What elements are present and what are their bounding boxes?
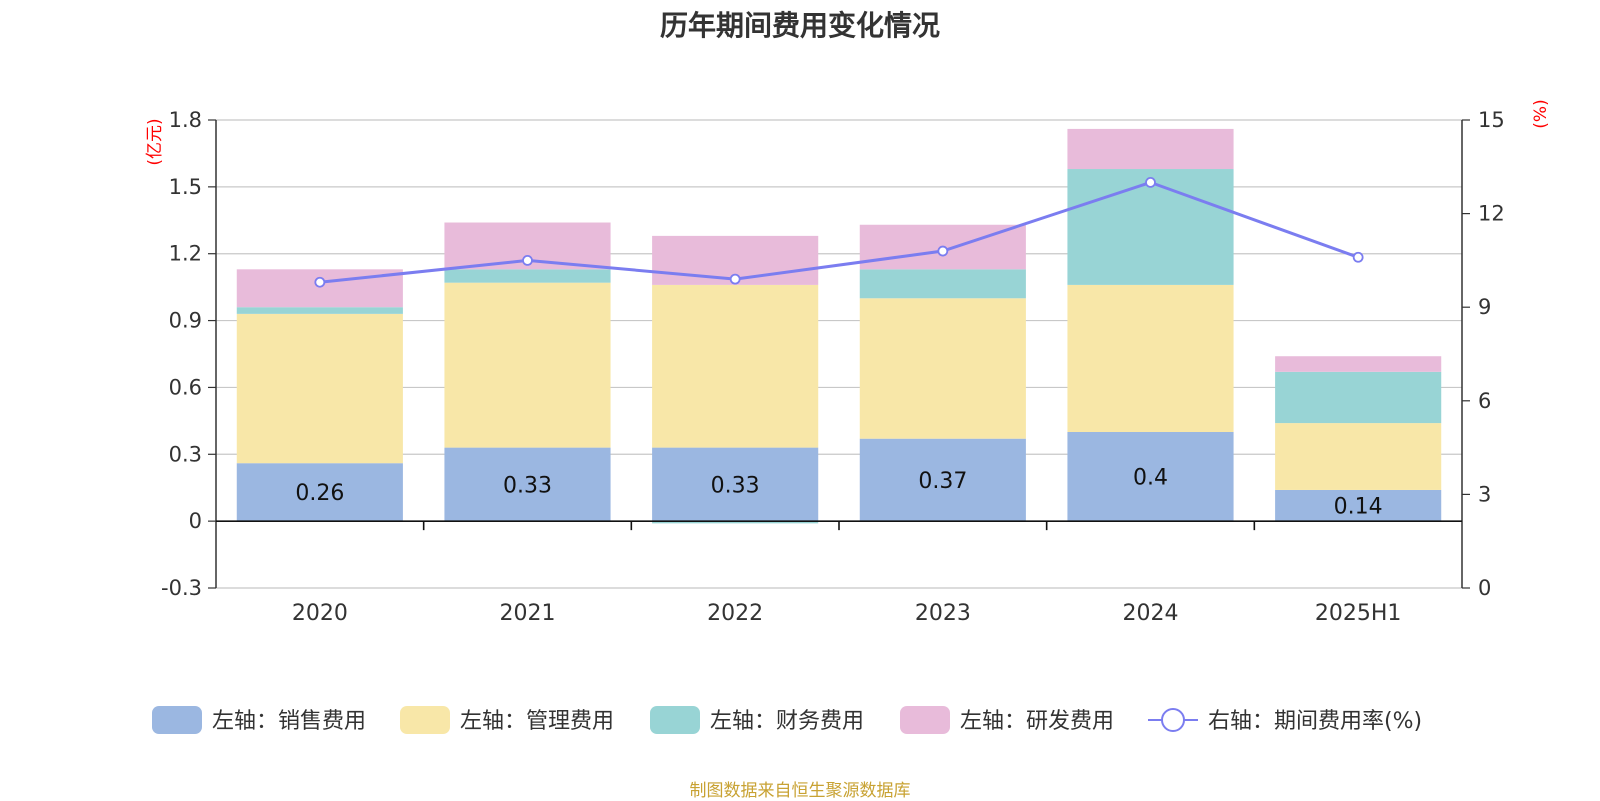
- expense-rate-point: [314, 276, 326, 288]
- legend-label: 左轴：管理费用: [460, 709, 614, 734]
- category-label: 2024: [1123, 601, 1179, 626]
- chart-title: 历年期间费用变化情况: [659, 9, 940, 42]
- bar-segment-series-0-2024: [1067, 432, 1234, 522]
- right-axis-unit: (%): [1531, 99, 1551, 128]
- bar-segment-series-2-2024: [1067, 169, 1234, 285]
- right-axis-tick-label: 9: [1478, 295, 1491, 319]
- legend-label: 左轴：财务费用: [710, 709, 864, 734]
- sales-expense-data-label: 0.33: [711, 473, 760, 498]
- bar-segment-series-1-2021: [444, 282, 611, 448]
- bar-segment-series-2-2022: [652, 521, 819, 524]
- bar-segment-series-0-2020: [236, 463, 403, 522]
- legend-swatch: [400, 706, 450, 734]
- bar-segment-series-2-2023: [859, 269, 1026, 299]
- sales-expense-data-label: 0.26: [295, 481, 344, 506]
- bar-segment-series-0-2022: [652, 447, 819, 522]
- legend-label: 左轴：研发费用: [960, 709, 1114, 734]
- bar-segment-series-1-2024: [1067, 284, 1234, 432]
- legend-line-marker: [1161, 708, 1185, 732]
- legend-swatch: [650, 706, 700, 734]
- data-source-note: 制图数据来自恒生聚源数据库: [689, 781, 911, 801]
- category-label: 2020: [292, 601, 348, 626]
- legend-label: 右轴：期间费用率(%): [1208, 709, 1422, 734]
- left-axis-tick-label: 0.6: [169, 375, 202, 399]
- expense-rate-point: [1145, 176, 1156, 188]
- bar-segment-series-0-2021: [444, 447, 611, 522]
- bar-segment-series-0-2025H1: [1275, 489, 1442, 522]
- left-axis-tick-label: -0.3: [161, 576, 202, 600]
- bar-segment-series-1-2023: [859, 298, 1026, 439]
- category-label: 2021: [500, 601, 556, 626]
- bar-segment-series-1-2025H1: [1275, 423, 1442, 490]
- left-axis-tick-label: 0: [189, 509, 202, 533]
- expense-rate-point: [937, 245, 949, 257]
- left-axis-tick-label: 1.2: [169, 242, 202, 266]
- right-axis-tick-label: 6: [1478, 389, 1491, 413]
- right-axis-tick-label: 12: [1478, 202, 1505, 226]
- bar-segment-series-2-2020: [236, 307, 403, 314]
- expense-rate-polyline: [319, 180, 1359, 284]
- data-labels: 0.26 0.33 0.33 0.37 0.4 0.14: [295, 466, 1382, 520]
- right-axis-tick-label: 15: [1478, 108, 1505, 132]
- axes: -0.3 0 0.3 0.6 0.9 1.2 1.5 1.8 0 3 6 9 12 15 (亿元) (%) 20…: [145, 99, 1551, 626]
- bar-segment-series-2-2021: [444, 269, 611, 283]
- bar-stacks: [236, 128, 1442, 524]
- expense-rate-line: [314, 176, 1364, 288]
- bar-segment-series-3-2024: [1067, 128, 1234, 170]
- bar-segment-series-2-2025H1: [1275, 371, 1442, 424]
- left-axis-unit: (亿元): [145, 118, 165, 165]
- right-axis-tick-label: 0: [1478, 576, 1491, 600]
- bar-segment-series-3-2025H1: [1275, 356, 1442, 372]
- sales-expense-data-label: 0.14: [1334, 495, 1383, 520]
- left-axis-tick-label: 0.9: [169, 309, 202, 333]
- category-label: 2023: [915, 601, 971, 626]
- left-axis-tick-label: 1.5: [169, 175, 202, 199]
- right-axis-tick-label: 3: [1478, 482, 1491, 506]
- category-label: 2022: [707, 601, 763, 626]
- sales-expense-data-label: 0.4: [1133, 466, 1168, 491]
- category-label: 2025H1: [1315, 601, 1402, 626]
- bar-segment-series-0-2023: [859, 438, 1026, 522]
- legend-swatch: [900, 706, 950, 734]
- legend: 左轴：销售费用 左轴：管理费用 左轴：财务费用 左轴：研发费用 右轴：期间费用率(%): [152, 706, 1422, 734]
- expense-rate-point: [729, 273, 741, 285]
- expense-rate-point: [522, 254, 533, 266]
- left-axis-tick-label: 0.3: [169, 442, 202, 466]
- sales-expense-data-label: 0.37: [918, 469, 967, 494]
- left-axis-tick-label: 1.8: [169, 108, 202, 132]
- expense-rate-point: [1352, 251, 1364, 263]
- sales-expense-data-label: 0.33: [503, 473, 552, 498]
- legend-label: 左轴：销售费用: [212, 709, 366, 734]
- bar-segment-series-1-2022: [652, 284, 819, 448]
- bar-segment-series-1-2020: [236, 313, 403, 464]
- legend-swatch: [152, 706, 202, 734]
